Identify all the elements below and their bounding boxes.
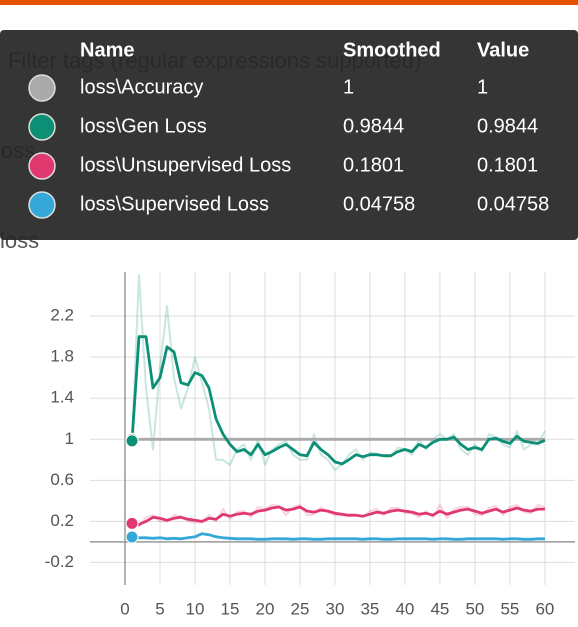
tooltip: Name Smoothed Value loss\Accuracy 1 1 loss\Gen… [0, 30, 578, 240]
x-tick-label: 0 [120, 599, 129, 618]
x-tick-label: 35 [360, 599, 379, 618]
tooltip-smoothed: 0.1801 [343, 154, 404, 176]
tooltip-name: loss\Gen Loss [80, 115, 207, 137]
tooltip-value: 0.9844 [477, 115, 538, 137]
legend-swatch [28, 74, 56, 102]
tooltip-header: Smoothed [343, 39, 441, 61]
x-tick-label: 15 [221, 599, 240, 618]
x-tick-label: 30 [325, 599, 344, 618]
smoothed-line [131, 532, 545, 541]
legend-swatch [28, 191, 56, 219]
tooltip-smoothed: 1 [343, 76, 354, 98]
raw-line [131, 504, 546, 528]
chart: -0.2 0.2 0.6 1 1.4 1.8 2.2 0 5 10 15 20 25 30 35 40 45 50… [45, 272, 575, 618]
legend-swatch [28, 152, 56, 180]
tooltip-name: loss\Accuracy [80, 76, 203, 98]
y-tick-label: 0.2 [50, 511, 74, 530]
tooltip-value: 0.1801 [477, 154, 538, 176]
plot-area [125, 274, 546, 544]
x-tick-label: 25 [290, 599, 309, 618]
y-tick-label: 1.4 [50, 388, 74, 407]
tooltip-smoothed: 0.9844 [343, 115, 404, 137]
hover-point [125, 530, 139, 544]
y-tick-label: 1.8 [50, 347, 74, 366]
tooltip-value: 0.04758 [477, 193, 549, 215]
tooltip-value: 1 [477, 76, 488, 98]
y-tick-label: 2.2 [50, 306, 74, 325]
legend-swatch [28, 113, 56, 141]
x-tick-label: 5 [155, 599, 164, 618]
top-bar [0, 0, 578, 5]
y-tick-label: -0.2 [45, 552, 74, 571]
smoothed-line [131, 505, 545, 526]
hover-point [125, 434, 139, 448]
x-tick-label: 40 [395, 599, 414, 618]
tooltip-background [0, 30, 578, 240]
hover-point [125, 516, 139, 530]
tooltip-name: loss\Unsupervised Loss [80, 154, 291, 176]
x-tick-label: 45 [430, 599, 449, 618]
x-tick-label: 20 [256, 599, 275, 618]
tooltip-header: Name [80, 39, 134, 61]
x-tick-label: 10 [186, 599, 205, 618]
y-tick-label: 0.6 [50, 470, 74, 489]
tooltip-header: Value [477, 39, 529, 61]
y-tick-label: 1 [65, 429, 74, 448]
x-tick-label: 60 [535, 599, 554, 618]
raw-line [131, 274, 546, 472]
smoothed-line [130, 335, 546, 466]
x-tick-label: 55 [500, 599, 519, 618]
tooltip-name: loss\Supervised Loss [80, 193, 269, 215]
x-tick-label: 50 [465, 599, 484, 618]
tooltip-smoothed: 0.04758 [343, 193, 415, 215]
